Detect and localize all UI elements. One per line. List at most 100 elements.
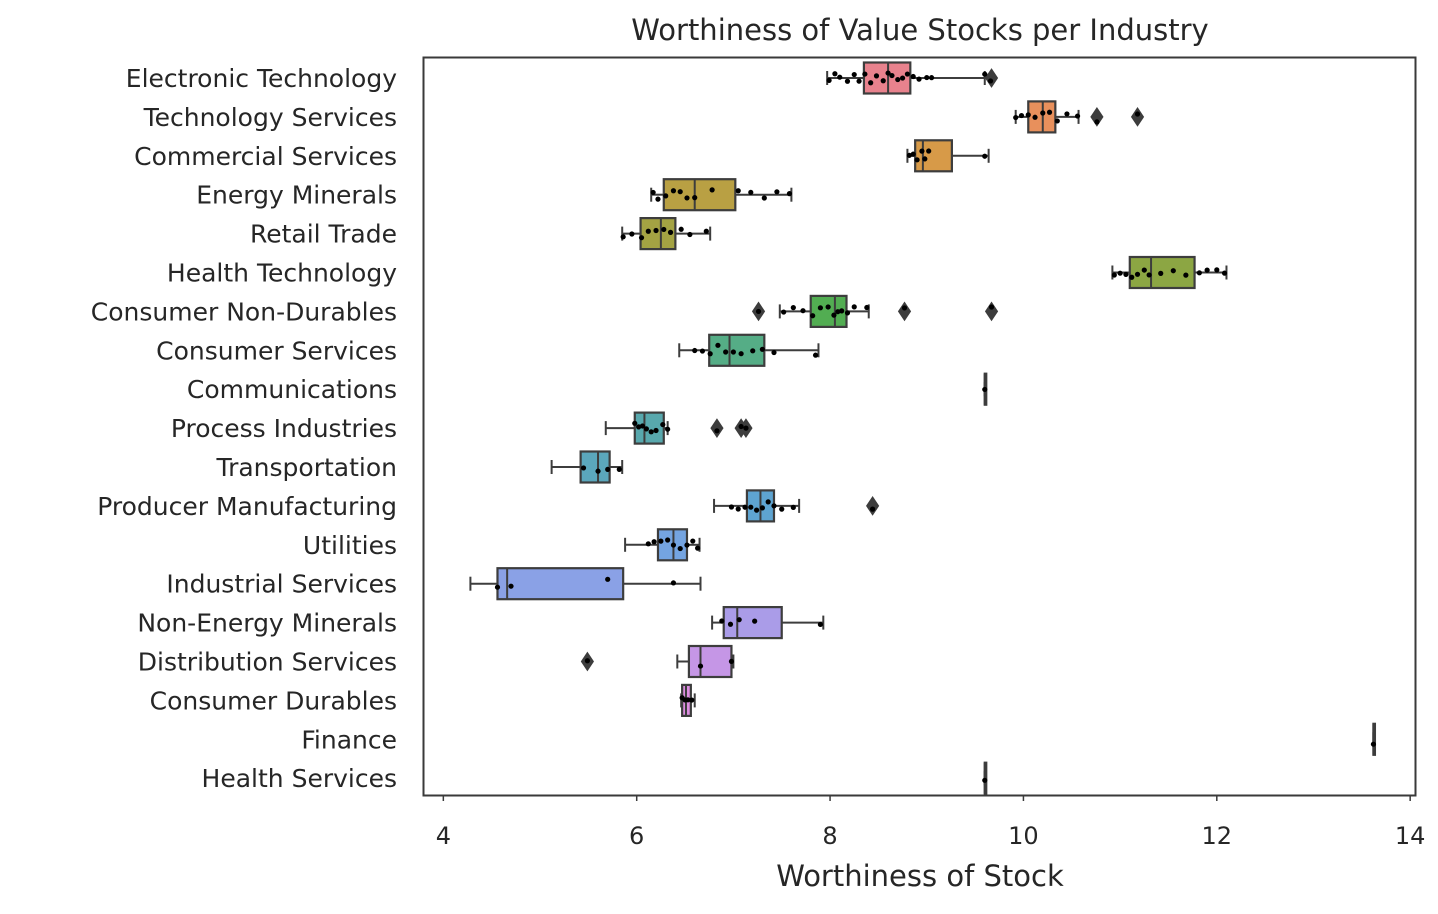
data-point	[1111, 272, 1117, 278]
category-label: Health Services	[202, 764, 397, 793]
data-point	[738, 351, 744, 357]
data-point	[864, 304, 870, 311]
data-point	[837, 74, 843, 80]
box-group	[580, 644, 735, 679]
data-point	[695, 545, 701, 551]
category-label: Energy Minerals	[196, 181, 397, 210]
data-point	[714, 428, 720, 434]
data-point	[1170, 268, 1176, 274]
data-point	[926, 148, 932, 154]
x-tick-label: 10	[1008, 822, 1039, 850]
data-point	[988, 304, 995, 310]
data-point	[919, 148, 925, 154]
data-point	[825, 304, 831, 310]
x-tick-label: 8	[822, 822, 837, 850]
plot-frame	[422, 56, 1417, 797]
data-point	[667, 229, 674, 235]
data-point	[684, 542, 690, 548]
box	[722, 605, 783, 640]
data-point	[895, 76, 901, 83]
box-group	[469, 567, 702, 601]
box-group	[711, 605, 825, 640]
category-label: Finance	[301, 725, 397, 754]
outlier-marker	[984, 301, 999, 322]
data-point	[1025, 112, 1031, 118]
data-point	[914, 157, 920, 163]
data-point	[826, 77, 832, 84]
data-point	[868, 80, 874, 86]
box-group	[678, 333, 820, 367]
data-point	[1013, 114, 1019, 121]
data-point	[605, 576, 611, 582]
category-label: Producer Manufacturing	[97, 492, 397, 521]
outlier-marker	[710, 418, 724, 439]
category-label: Non-Energy Minerals	[137, 609, 397, 638]
data-point	[1196, 270, 1202, 276]
data-point	[1123, 271, 1129, 277]
data-point	[817, 305, 824, 311]
data-point	[759, 346, 765, 352]
box-group	[1111, 255, 1228, 290]
data-point	[844, 78, 851, 84]
data-point	[1221, 270, 1228, 276]
data-point	[715, 342, 721, 348]
data-point	[1146, 272, 1152, 278]
data-point	[697, 663, 704, 669]
data-point	[670, 188, 677, 194]
data-point	[748, 189, 754, 196]
box-group	[751, 294, 999, 328]
data-point	[774, 189, 780, 195]
data-point	[779, 506, 785, 512]
data-point	[889, 72, 895, 79]
box	[914, 139, 953, 173]
box	[496, 567, 625, 601]
category-label: Utilities	[303, 531, 397, 560]
data-point	[632, 420, 638, 426]
box-group	[1370, 722, 1377, 756]
data-point	[638, 235, 645, 241]
data-point	[1129, 274, 1135, 280]
data-point	[1054, 118, 1060, 124]
data-point	[730, 349, 736, 355]
category-label: Transportation	[215, 453, 397, 482]
x-axis-label: Worthiness of Stock	[776, 859, 1064, 893]
data-point	[873, 73, 880, 79]
data-point	[1074, 113, 1081, 119]
data-point	[1204, 267, 1210, 273]
y-axis-category-labels: Electronic Technology Technology Services…	[91, 64, 397, 793]
box	[662, 178, 737, 212]
data-point	[817, 621, 824, 628]
data-point	[901, 305, 908, 311]
data-point	[786, 191, 793, 197]
data-point	[862, 71, 868, 77]
data-point	[761, 195, 767, 201]
data-point	[839, 308, 845, 314]
category-label: Health Technology	[167, 259, 397, 288]
data-point	[703, 228, 709, 234]
data-point	[1032, 114, 1038, 120]
data-point	[831, 312, 837, 318]
data-point	[851, 71, 857, 78]
data-point	[1370, 741, 1377, 747]
data-point	[1158, 270, 1164, 276]
data-point	[699, 348, 706, 354]
data-point	[678, 226, 684, 232]
box-group	[604, 411, 753, 445]
data-point	[743, 425, 749, 431]
data-point	[648, 429, 654, 435]
data-point	[736, 617, 742, 623]
outlier-marker	[866, 495, 880, 516]
data-point	[752, 618, 758, 624]
data-point	[735, 506, 741, 512]
data-point	[723, 349, 729, 355]
data-point	[899, 75, 906, 81]
data-point	[738, 423, 744, 430]
data-point	[670, 542, 677, 548]
data-point	[922, 156, 928, 162]
data-point	[494, 584, 501, 590]
data-point	[728, 658, 735, 665]
data-point	[690, 538, 696, 544]
box-group	[624, 528, 701, 562]
